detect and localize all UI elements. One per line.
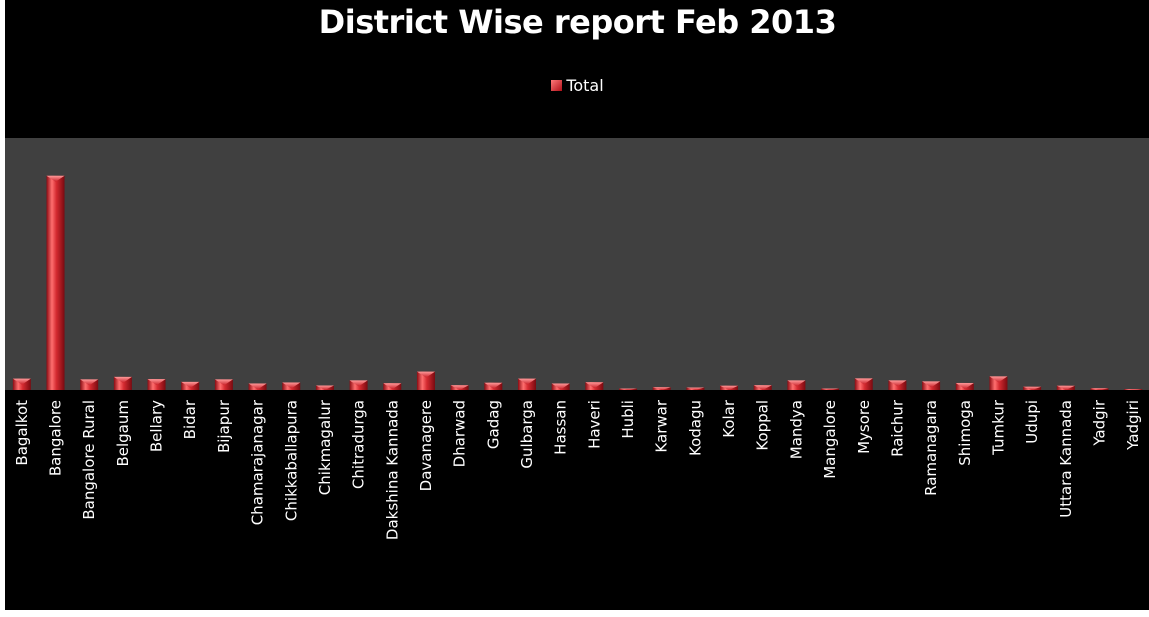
bar-dharwad xyxy=(450,385,469,390)
legend-label-total: Total xyxy=(566,76,604,95)
x-tick-label-mangalore: Mangalore xyxy=(821,400,839,479)
x-tick-label-gadag: Gadag xyxy=(484,400,502,449)
x-tick-label-chitradurga: Chitradurga xyxy=(350,400,368,489)
x-tick-label-bellary: Bellary xyxy=(148,400,166,452)
x-tick-label-chikmagalur: Chikmagalur xyxy=(316,399,334,495)
bar-hassan xyxy=(551,383,570,390)
bar-kolar xyxy=(720,385,739,390)
bar-koppal xyxy=(753,385,772,390)
bar-chitradurga xyxy=(349,380,368,390)
x-tick-label-bangalore: Bangalore xyxy=(47,400,65,476)
bar-haveri xyxy=(585,382,604,390)
x-tick-label-haveri: Haveri xyxy=(585,400,603,449)
bar-yadgir xyxy=(1090,388,1109,390)
bar-gadag xyxy=(484,382,503,390)
x-tick-label-bijapur: Bijapur xyxy=(215,399,233,453)
bar-chikmagalur xyxy=(315,385,334,390)
x-axis-labels: Bagalkot Bangalore Bangalore Rural Belgaum B… xyxy=(13,399,1142,540)
bar-karwar xyxy=(652,387,671,390)
bar-tumkur xyxy=(989,376,1008,390)
bar-mysore xyxy=(854,378,873,390)
legend: Total xyxy=(5,76,1149,96)
bar-udupi xyxy=(1023,386,1042,390)
x-tick-label-uttara-kannada: Uttara Kannada xyxy=(1057,400,1075,518)
bar-bangalore-rural xyxy=(80,379,99,390)
bar-chamarajanagar xyxy=(248,383,267,390)
x-tick-label-chamarajanagar: Chamarajanagar xyxy=(249,399,267,525)
bars-group xyxy=(12,175,1143,390)
bar-davanagere xyxy=(416,371,435,390)
x-tick-label-yadgiri: Yadgiri xyxy=(1124,400,1142,451)
x-tick-label-bidar: Bidar xyxy=(181,399,199,439)
bar-dakshina-kannada xyxy=(383,383,402,390)
x-tick-label-raichur: Raichur xyxy=(888,399,906,457)
x-tick-label-karwar: Karwar xyxy=(653,399,671,452)
bar-ramanagara xyxy=(922,381,941,390)
bar-bangalore xyxy=(46,175,65,390)
legend-swatch-total xyxy=(551,80,563,91)
bar-chart: Bagalkot Bangalore Bangalore Rural Belgaum B… xyxy=(5,138,1149,540)
bar-hubli xyxy=(619,388,638,390)
x-tick-label-koppal: Koppal xyxy=(754,400,772,451)
bar-chikkaballapura xyxy=(282,382,301,390)
x-tick-label-gulbarga: Gulbarga xyxy=(518,400,536,469)
x-tick-label-yadgir: Yadgir xyxy=(1090,399,1108,446)
x-tick-label-ramanagara: Ramanagara xyxy=(922,400,940,496)
x-tick-label-hubli: Hubli xyxy=(619,400,637,439)
bar-gulbarga xyxy=(517,378,536,390)
x-tick-label-kolar: Kolar xyxy=(720,399,738,438)
x-tick-label-hassan: Hassan xyxy=(552,400,570,455)
bar-mandya xyxy=(787,380,806,390)
plot-area xyxy=(5,138,1149,390)
bar-yadgiri xyxy=(1124,388,1143,390)
bar-mangalore xyxy=(821,388,840,390)
bar-raichur xyxy=(888,380,907,390)
x-tick-label-belgaum: Belgaum xyxy=(114,400,132,467)
x-tick-label-shimoga: Shimoga xyxy=(956,400,974,466)
x-tick-label-tumkur: Tumkur xyxy=(989,399,1007,456)
bar-bijapur xyxy=(214,379,233,390)
chart-frame: District Wise report Feb 2013 Total Baga… xyxy=(5,0,1149,610)
x-tick-label-mysore: Mysore xyxy=(855,400,873,454)
bar-bidar xyxy=(181,381,200,390)
x-tick-label-dharwad: Dharwad xyxy=(451,400,469,467)
x-tick-label-chikkaballapura: Chikkaballapura xyxy=(282,400,300,521)
bar-belgaum xyxy=(113,376,132,390)
chart-title: District Wise report Feb 2013 xyxy=(318,3,837,41)
x-tick-label-bangalore-rural: Bangalore Rural xyxy=(80,400,98,520)
bar-uttara-kannada xyxy=(1056,385,1075,390)
x-tick-label-davanagere: Davanagere xyxy=(417,400,435,491)
bar-bagalkot xyxy=(12,378,31,390)
x-tick-label-bagalkot: Bagalkot xyxy=(13,400,31,466)
bar-bellary xyxy=(147,379,166,390)
x-tick-label-udupi: Udupi xyxy=(1023,400,1041,444)
x-tick-label-kodagu: Kodagu xyxy=(686,400,704,456)
x-tick-label-mandya: Mandya xyxy=(787,400,805,459)
x-tick-label-dakshina-kannada: Dakshina Kannada xyxy=(383,400,401,540)
bar-kodagu xyxy=(686,387,705,390)
bar-shimoga xyxy=(955,382,974,390)
